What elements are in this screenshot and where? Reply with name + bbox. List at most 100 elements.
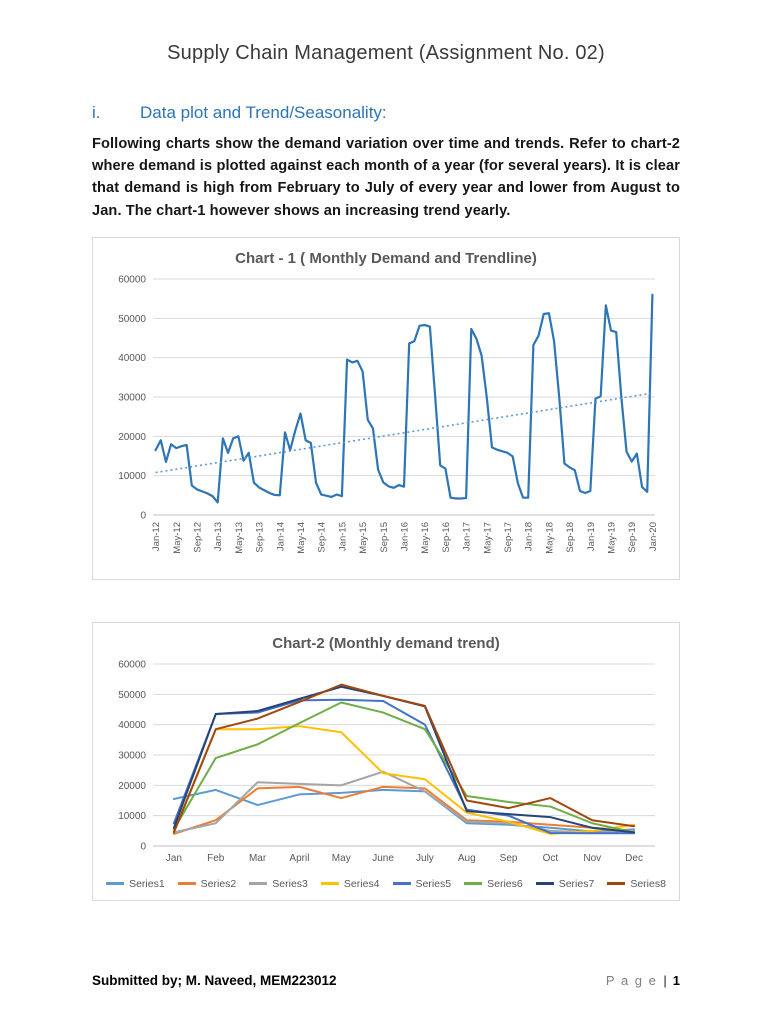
chart-1-plot-area: 0 10000 20000 30000 40000 50000 60000 Jan-12 May…	[103, 271, 669, 573]
footer-author: Submitted by; M. Naveed, MEM223012	[92, 973, 337, 988]
legend-item-series7: Series7	[535, 877, 595, 890]
x-axis-tick-label: June	[372, 853, 394, 864]
page-footer: Submitted by; M. Naveed, MEM223012 P a g…	[92, 973, 680, 988]
x-axis-tick-label: May	[332, 853, 351, 864]
x-axis-tick-label: Jan-13	[213, 522, 224, 551]
x-axis-tick-label: Sep-17	[503, 522, 514, 553]
chart-2-plot-area: 0 10000 20000 30000 40000 50000 60000 Jan Feb Mar…	[103, 656, 669, 868]
x-axis-tick-label: Sep-14	[317, 522, 328, 553]
y-axis-tick-label: 10000	[118, 471, 146, 482]
series-line-Series7	[172, 685, 636, 834]
chart-svg: 0 10000 20000 30000 40000 50000 60000 Jan Feb Mar…	[118, 659, 655, 864]
legend-key-icon	[106, 882, 125, 886]
x-axis-tick-label: May-19	[607, 522, 618, 554]
legend-key-icon	[249, 882, 268, 886]
footer-page-indicator: P a g e | 1	[606, 973, 680, 988]
x-axis-tick-label: Jan-20	[648, 522, 659, 551]
series-line-Series2	[172, 785, 636, 835]
x-axis-tick-label: July	[416, 853, 434, 864]
series-line-demand	[154, 293, 654, 504]
x-axis-tick-label: Nov	[583, 853, 601, 864]
legend-label: Series1	[129, 877, 165, 890]
x-axis-tick-label: Sep-15	[379, 522, 390, 553]
x-axis-tick-label: Dec	[625, 853, 643, 864]
section-number: i.	[92, 103, 101, 122]
x-axis-tick-label: Jan-12	[151, 522, 162, 551]
series-line-Series1	[172, 788, 636, 833]
y-axis-tick-label: 60000	[118, 274, 146, 285]
chart-svg: 0 10000 20000 30000 40000 50000 60000 Jan-12 May…	[118, 274, 659, 554]
y-axis-tick-label: 60000	[118, 659, 146, 670]
chart-2-legend: Series1 Series2 Series3 Series4 Series5 Serie…	[101, 868, 671, 894]
x-axis-tick-label: Sep-12	[192, 522, 203, 553]
y-axis-tick-label: 40000	[118, 353, 146, 364]
x-axis-tick-label: May-13	[234, 522, 245, 554]
y-axis-tick-label: 0	[140, 841, 146, 852]
legend-key-icon	[177, 882, 196, 886]
legend-item-series3: Series3	[249, 878, 308, 890]
section-heading-text: Data plot and Trend/Seasonality:	[140, 103, 387, 122]
x-axis-tick-label: Jan-16	[400, 522, 411, 551]
x-axis-tick-label: May-12	[172, 522, 183, 554]
legend-label: Series8	[630, 877, 666, 890]
legend-key-icon	[535, 882, 554, 886]
series-line-Series3	[172, 770, 636, 834]
y-axis-tick-label: 50000	[118, 690, 146, 701]
x-axis-tick-label: Jan-15	[337, 522, 348, 551]
x-axis-tick-label: May-14	[296, 522, 307, 554]
page-title: Supply Chain Management (Assignment No. …	[167, 42, 605, 64]
y-axis-tick-label: 0	[140, 510, 146, 521]
x-axis-tick-label: Jan	[166, 853, 182, 864]
y-axis-tick-label: 20000	[118, 432, 146, 443]
y-axis-tick-label: 30000	[118, 750, 146, 761]
legend-item-series4: Series4	[320, 877, 380, 890]
x-axis-tick-label: May-16	[420, 522, 431, 554]
legend-label: Series5	[415, 877, 452, 890]
legend-key-icon	[320, 882, 339, 886]
x-axis-tick-label: Feb	[207, 853, 225, 864]
legend-label: Series3	[272, 877, 308, 890]
series-line-Series5	[172, 698, 636, 834]
legend-key-icon	[392, 882, 411, 886]
x-axis-tick-label: April	[289, 853, 309, 864]
legend-label: Series7	[558, 877, 595, 890]
series-line-Series8	[172, 683, 636, 834]
legend-label: Series2	[200, 877, 237, 890]
trendline	[155, 391, 653, 473]
body-paragraph: Following charts show the demand variati…	[92, 136, 680, 219]
legend-label: Series6	[487, 877, 523, 890]
series-line-Series4	[172, 724, 636, 835]
chart-1-container: Chart - 1 ( Monthly Demand and Trendline…	[92, 236, 680, 580]
legend-label: Series4	[343, 877, 380, 890]
x-axis-tick-label: Sep-13	[255, 522, 266, 553]
x-axis-tick-label: Sep-18	[565, 522, 576, 553]
x-axis-tick-label: Jan-14	[275, 522, 286, 551]
x-axis-tick-label: Sep	[500, 853, 518, 864]
x-axis-tick-label: May-17	[482, 522, 493, 554]
series-line-Series6	[172, 701, 636, 834]
y-axis-tick-label: 20000	[118, 781, 146, 792]
x-axis-tick-label: Jan-17	[462, 522, 473, 551]
legend-key-icon	[607, 882, 626, 886]
chart-2-container: Chart-2 (Monthly demand trend) 0 10000 200…	[92, 621, 680, 901]
chart-1-title: Chart - 1 ( Monthly Demand and Trendline…	[235, 249, 537, 267]
y-axis-tick-label: 30000	[118, 392, 146, 403]
x-axis-tick-label: Oct	[543, 853, 559, 864]
legend-item-series8: Series8	[607, 878, 666, 890]
footer-separator: |	[663, 973, 667, 988]
footer-page-number: 1	[672, 973, 680, 988]
x-axis-tick-label: Sep-19	[627, 522, 638, 553]
y-axis-tick-label: 50000	[118, 314, 146, 325]
legend-item-series2: Series2	[177, 877, 237, 890]
x-axis-tick-label: Sep-16	[441, 522, 452, 553]
x-axis-tick-label: Jan-18	[524, 522, 535, 551]
y-axis-tick-label: 10000	[118, 811, 146, 822]
x-axis-tick-label: Aug	[458, 853, 476, 864]
y-axis-tick-label: 40000	[118, 720, 146, 731]
x-axis-tick-label: Mar	[249, 853, 267, 864]
x-axis-tick-label: May-18	[544, 522, 555, 554]
legend-key-icon	[464, 882, 483, 886]
legend-item-series5: Series5	[392, 877, 452, 890]
legend-item-series6: Series6	[464, 878, 523, 890]
